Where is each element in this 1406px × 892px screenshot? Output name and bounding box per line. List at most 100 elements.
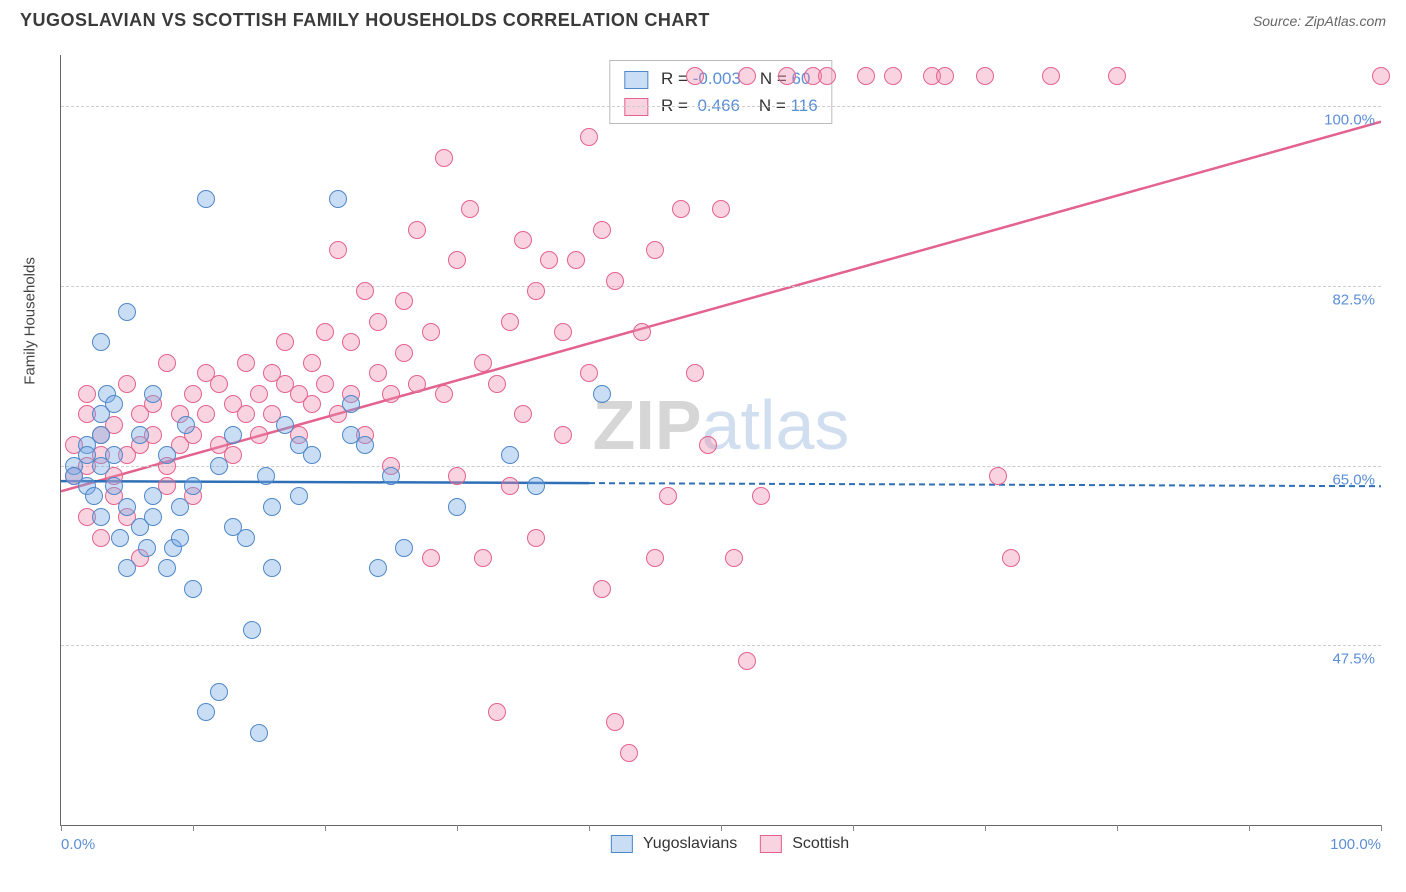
scatter-point (606, 713, 624, 731)
scatter-point (567, 251, 585, 269)
y-axis-label: Family Households (22, 257, 39, 385)
scatter-point (540, 251, 558, 269)
scatter-point (342, 395, 360, 413)
scatter-point (92, 333, 110, 351)
xtick (589, 825, 590, 831)
scatter-point (144, 385, 162, 403)
scatter-point (184, 580, 202, 598)
scatter-point (936, 67, 954, 85)
xtick (985, 825, 986, 831)
xtick (721, 825, 722, 831)
scatter-point (593, 221, 611, 239)
scatter-point (395, 539, 413, 557)
scatter-point (738, 652, 756, 670)
scatter-point (290, 487, 308, 505)
chart-title: YUGOSLAVIAN VS SCOTTISH FAMILY HOUSEHOLD… (20, 10, 710, 31)
ytick-label: 100.0% (1324, 112, 1375, 129)
scatter-point (237, 354, 255, 372)
scatter-point (580, 128, 598, 146)
scatter-point (422, 323, 440, 341)
scatter-point (369, 559, 387, 577)
scatter-point (527, 477, 545, 495)
scatter-point (646, 241, 664, 259)
gridline (61, 466, 1381, 467)
scatter-point (686, 67, 704, 85)
scatter-point (158, 354, 176, 372)
scatter-point (118, 498, 136, 516)
scatter-point (138, 539, 156, 557)
scatter-point (78, 385, 96, 403)
scatter-point (250, 724, 268, 742)
chart-container: Family Households ZIPatlas R = -0.003 N … (40, 55, 1380, 825)
scatter-point (329, 190, 347, 208)
scatter-point (184, 385, 202, 403)
scatter-point (197, 405, 215, 423)
ytick-label: 47.5% (1332, 651, 1375, 668)
ytick-label: 82.5% (1332, 292, 1375, 309)
scatter-point (356, 282, 374, 300)
scatter-point (725, 549, 743, 567)
scatter-point (92, 529, 110, 547)
scatter-point (105, 446, 123, 464)
scatter-point (1108, 67, 1126, 85)
scatter-point (158, 559, 176, 577)
scatter-point (606, 272, 624, 290)
scatter-point (884, 67, 902, 85)
xtick (61, 825, 62, 831)
legend-swatch-yugoslavians (624, 71, 648, 89)
legend-label-yugoslavians: Yugoslavians (643, 835, 737, 852)
scatter-point (276, 333, 294, 351)
scatter-point (276, 416, 294, 434)
xtick-label: 100.0% (1330, 836, 1381, 853)
gridline (61, 645, 1381, 646)
scatter-point (210, 457, 228, 475)
scatter-point (646, 549, 664, 567)
scatter-point (448, 498, 466, 516)
scatter-point (712, 200, 730, 218)
scatter-point (527, 282, 545, 300)
scatter-point (488, 375, 506, 393)
scatter-point (303, 354, 321, 372)
scatter-point (554, 426, 572, 444)
scatter-point (699, 436, 717, 454)
scatter-point (210, 683, 228, 701)
scatter-point (448, 251, 466, 269)
scatter-point (369, 313, 387, 331)
scatter-point (593, 580, 611, 598)
scatter-point (85, 487, 103, 505)
scatter-point (395, 292, 413, 310)
scatter-point (501, 446, 519, 464)
scatter-point (197, 703, 215, 721)
scatter-point (501, 477, 519, 495)
scatter-point (580, 364, 598, 382)
scatter-point (118, 303, 136, 321)
scatter-point (243, 621, 261, 639)
xtick (853, 825, 854, 831)
scatter-point (672, 200, 690, 218)
scatter-point (316, 323, 334, 341)
scatter-point (435, 149, 453, 167)
scatter-point (395, 344, 413, 362)
scatter-point (659, 487, 677, 505)
scatter-point (857, 67, 875, 85)
ytick-label: 65.0% (1332, 471, 1375, 488)
scatter-point (488, 703, 506, 721)
scatter-point (382, 385, 400, 403)
scatter-point (303, 395, 321, 413)
scatter-point (131, 426, 149, 444)
scatter-point (738, 67, 756, 85)
scatter-point (686, 364, 704, 382)
scatter-point (111, 529, 129, 547)
scatter-point (356, 436, 374, 454)
scatter-point (408, 375, 426, 393)
scatter-point (514, 405, 532, 423)
scatter-point (158, 446, 176, 464)
scatter-point (263, 559, 281, 577)
scatter-point (92, 508, 110, 526)
scatter-point (171, 498, 189, 516)
scatter-point (118, 375, 136, 393)
scatter-point (593, 385, 611, 403)
scatter-point (342, 333, 360, 351)
legend-stats: R = -0.003 N = 60 R = 0.466 N = 116 (609, 60, 832, 124)
scatter-point (171, 529, 189, 547)
